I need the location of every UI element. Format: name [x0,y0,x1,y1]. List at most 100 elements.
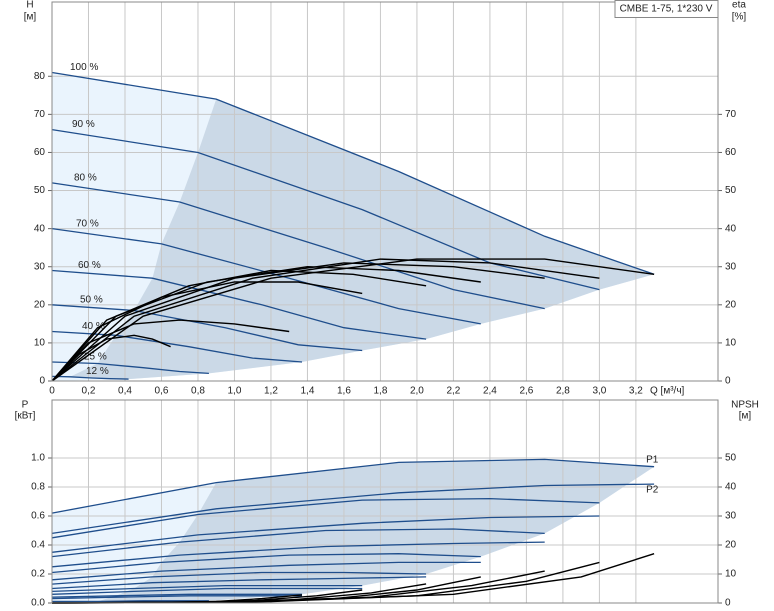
x-tick-label: 3,2 [629,386,643,397]
y-unit: [м] [24,12,37,23]
line [51,587,363,595]
title-box [614,0,719,18]
y2-line [51,265,481,382]
x-tick-label: 0,2 [82,386,96,397]
line [51,576,427,590]
y-tick-label: 80 [34,71,46,82]
line [51,528,545,558]
x-tick-label: 1,0 [228,386,242,397]
y2-tick-label: 20 [725,540,737,551]
line [51,593,302,598]
series-label: 60 % [78,260,101,271]
y2-tick-label: 10 [725,338,737,349]
y-label: H [26,0,33,11]
series-label: 90 % [72,119,95,130]
series-label: 25 % [84,352,107,363]
y2-label: NPSH [731,400,759,411]
line [51,182,545,310]
y-tick-label: 30 [34,261,46,272]
y2-tick-label: 70 [725,109,737,120]
y-tick-label: 0.8 [31,482,45,493]
y-tick-label: 0.4 [31,540,45,551]
y2-tick-label: 30 [725,511,737,522]
line [51,71,655,275]
line [51,458,655,514]
line [51,571,427,585]
line [51,269,427,340]
y-label: P [22,400,29,411]
series-label: 70 % [76,218,99,229]
line [51,584,363,593]
line [51,375,129,380]
y-tick-label: 40 [34,223,46,234]
x-tick-label: 1,6 [337,386,351,397]
line [51,561,481,581]
line [51,227,481,325]
y2-line [51,319,290,382]
y2-tick-label: 30 [725,261,737,272]
x-tick-label: 1,4 [300,386,314,397]
x-tick-label: 1,8 [373,386,387,397]
y2-tick-label: 50 [725,185,737,196]
y2-line [51,269,427,382]
line [51,304,363,352]
y2-tick-label: 20 [725,299,737,310]
x-tick-label: 2,2 [446,386,460,397]
y-tick-label: 1.0 [31,453,45,464]
series-label: 50 % [80,294,103,305]
line [51,541,545,568]
y2-tick-label: 0 [725,376,731,387]
y-tick-label: 10 [34,338,46,349]
x-label: Q [м³/ч] [650,386,685,397]
series-label: P1 [646,454,659,465]
y2-tick-label: 10 [725,569,737,580]
x-tick-label: 2,4 [483,386,497,397]
y-tick-label: 70 [34,109,46,120]
series-label: 40 % [82,321,105,332]
y-tick-label: 20 [34,299,46,310]
plot-frame [51,399,719,604]
y2-line [51,334,171,382]
series-label: 100 % [70,62,98,73]
line [51,483,655,535]
y-tick-label: 0 [39,376,45,387]
series-label: P2 [646,485,659,496]
y-tick-label: 0.6 [31,511,45,522]
y-unit: [кВт] [15,411,36,422]
plot-frame [51,1,719,382]
x-tick-label: 2,6 [519,386,533,397]
series-label: 80 % [74,173,97,184]
x-tick-label: 0,4 [118,386,132,397]
y2-tick-label: 50 [725,453,737,464]
x-tick-label: 0 [49,386,55,397]
line [51,361,209,375]
line [51,553,481,574]
y2-tick-label: 60 [725,147,737,158]
y-tick-label: 60 [34,147,46,158]
x-tick-label: 3,0 [592,386,606,397]
y2-label: eta [732,0,746,11]
x-tick-label: 0,6 [155,386,169,397]
line [51,515,600,553]
y2-unit: [%] [732,12,747,23]
line [51,497,600,539]
y-tick-label: 50 [34,185,46,196]
operating-area [70,99,655,380]
y2-unit: [м] [739,411,752,422]
y-tick-label: 0.2 [31,569,45,580]
y2-tick-label: 40 [725,223,737,234]
x-tick-label: 2,0 [410,386,424,397]
line [51,128,600,291]
x-tick-label: 2,8 [556,386,570,397]
x-tick-label: 1,2 [264,386,278,397]
line [51,595,302,600]
y2-tick-label: 40 [725,482,737,493]
x-tick-label: 0,8 [191,386,205,397]
series-label: 12 % [86,366,109,377]
y2-line [51,262,545,382]
y2-line [51,258,600,382]
y-tick-label: 0.0 [31,598,45,609]
y2-line [51,281,363,382]
